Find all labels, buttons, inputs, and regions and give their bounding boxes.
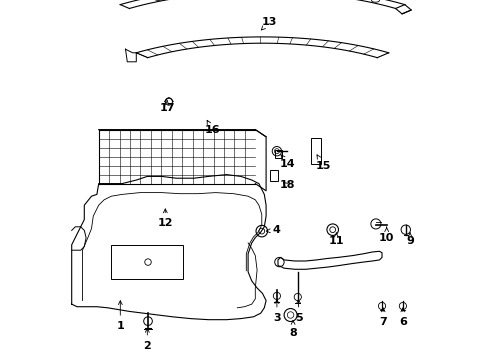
Text: 15: 15	[315, 155, 331, 171]
Text: 5: 5	[294, 300, 302, 323]
Text: 12: 12	[157, 209, 173, 228]
Bar	[310, 138, 321, 164]
Text: 11: 11	[328, 233, 344, 246]
Text: 14: 14	[279, 155, 295, 169]
Text: 2: 2	[143, 328, 151, 351]
Text: 4: 4	[266, 225, 280, 235]
Text: 10: 10	[378, 227, 394, 243]
Text: 17: 17	[159, 100, 175, 113]
Text: 13: 13	[261, 17, 277, 30]
Text: 8: 8	[288, 320, 296, 338]
Text: 6: 6	[398, 308, 406, 327]
Text: 7: 7	[379, 308, 386, 327]
Text: 18: 18	[279, 180, 294, 190]
Text: 16: 16	[204, 120, 220, 135]
Text: 9: 9	[406, 233, 413, 246]
Bar	[270, 170, 277, 181]
Bar	[111, 245, 183, 279]
Text: 1: 1	[116, 301, 124, 331]
Text: 3: 3	[272, 300, 280, 323]
Bar	[275, 150, 281, 158]
